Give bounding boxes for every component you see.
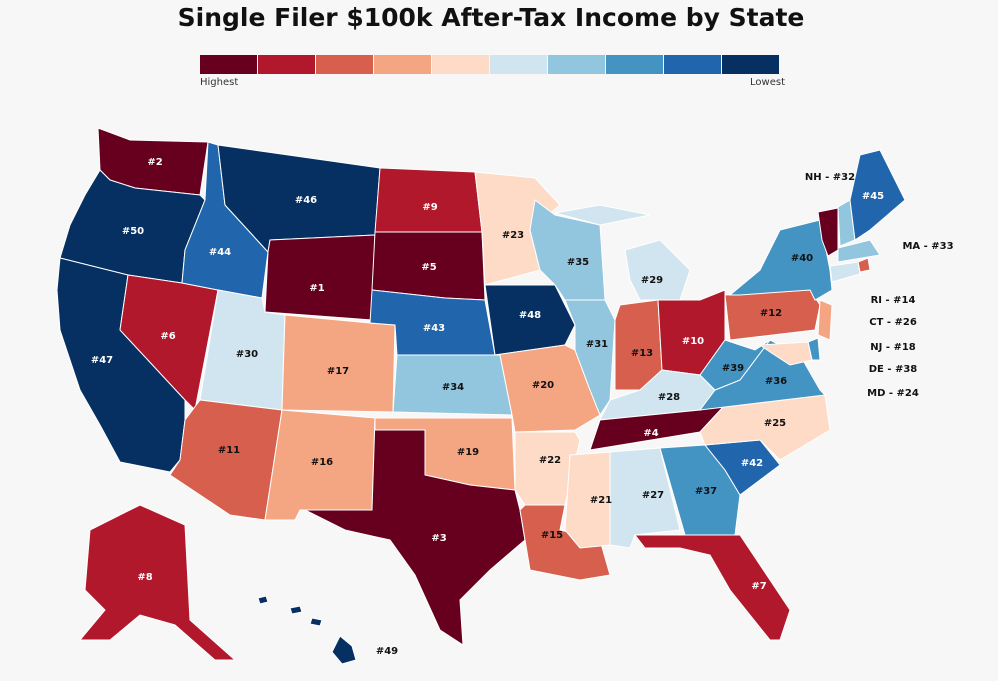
legend-swatch (664, 55, 721, 74)
state-label: #28 (658, 392, 680, 403)
state (78, 504, 237, 661)
state-label: #48 (519, 310, 541, 321)
state-label: #21 (590, 495, 612, 506)
state-callout-label: DE - #38 (869, 364, 918, 375)
state-callout-label: MA - #33 (902, 241, 953, 252)
legend-high-label: Lowest (750, 77, 785, 88)
state-label: #20 (532, 380, 554, 391)
state-label: #2 (147, 157, 162, 168)
state (257, 595, 357, 665)
state-label: #43 (423, 323, 445, 334)
state-label: #34 (442, 382, 464, 393)
state-label: #10 (682, 336, 704, 347)
state-label: #19 (457, 447, 479, 458)
state-callout-label: MD - #24 (867, 388, 919, 399)
state-label: #35 (567, 257, 589, 268)
state-label: #44 (209, 247, 231, 258)
state-label: #25 (764, 418, 786, 429)
state (484, 284, 576, 356)
state-label: #27 (642, 490, 664, 501)
state-label: #4 (643, 428, 658, 439)
legend-swatch (490, 55, 547, 74)
state (837, 239, 881, 263)
state-callout-label: NH - #32 (805, 172, 855, 183)
state-label: #31 (586, 339, 608, 350)
state (519, 504, 611, 581)
state-callout-label: #49 (376, 646, 398, 657)
state-label: #1 (309, 283, 324, 294)
state-label: #29 (641, 275, 663, 286)
state-label: #46 (295, 195, 317, 206)
state-label: #11 (218, 445, 240, 456)
state-label: #47 (91, 355, 113, 366)
state-label: #39 (722, 363, 744, 374)
state (564, 451, 611, 549)
state-label: #17 (327, 366, 349, 377)
state-label: #3 (431, 533, 446, 544)
legend-swatch (432, 55, 489, 74)
state-callout-label: CT - #26 (869, 317, 917, 328)
state (304, 417, 526, 646)
legend-swatch (374, 55, 431, 74)
state-label: #15 (541, 530, 563, 541)
state-label: #9 (422, 202, 437, 213)
state (829, 261, 861, 283)
legend-swatch (316, 55, 373, 74)
state-callout-label: RI - #14 (871, 295, 916, 306)
state (849, 149, 906, 241)
state-label: #45 (862, 191, 884, 202)
state (728, 219, 833, 301)
state-label: #5 (421, 262, 436, 273)
legend-swatch (606, 55, 663, 74)
state-label: #12 (760, 308, 782, 319)
legend-swatch (258, 55, 315, 74)
state (374, 167, 483, 233)
state (264, 234, 376, 321)
state-label: #8 (137, 572, 152, 583)
state-label: #42 (741, 458, 763, 469)
state-callout-label: NJ - #18 (870, 342, 916, 353)
state (169, 399, 283, 521)
state-label: #23 (502, 230, 524, 241)
legend-swatch (200, 55, 257, 74)
state (758, 341, 813, 366)
state (281, 314, 396, 413)
state (817, 207, 839, 257)
state (494, 344, 601, 433)
state-label: #36 (765, 376, 787, 387)
state (633, 534, 791, 641)
state-label: #13 (631, 348, 653, 359)
state-label: #40 (791, 253, 813, 264)
state-label: #16 (311, 457, 333, 468)
state (564, 299, 616, 417)
state-label: #7 (751, 581, 766, 592)
state-label: #50 (122, 226, 144, 237)
legend-low-label: Highest (200, 77, 238, 88)
state-label: #22 (539, 455, 561, 466)
legend-swatch (548, 55, 605, 74)
state-label: #37 (695, 486, 717, 497)
state-label: #30 (236, 349, 258, 360)
state (817, 299, 833, 341)
title: Single Filer $100k After-Tax Income by S… (178, 3, 805, 32)
legend-swatch (722, 55, 779, 74)
state-label: #6 (160, 331, 175, 342)
